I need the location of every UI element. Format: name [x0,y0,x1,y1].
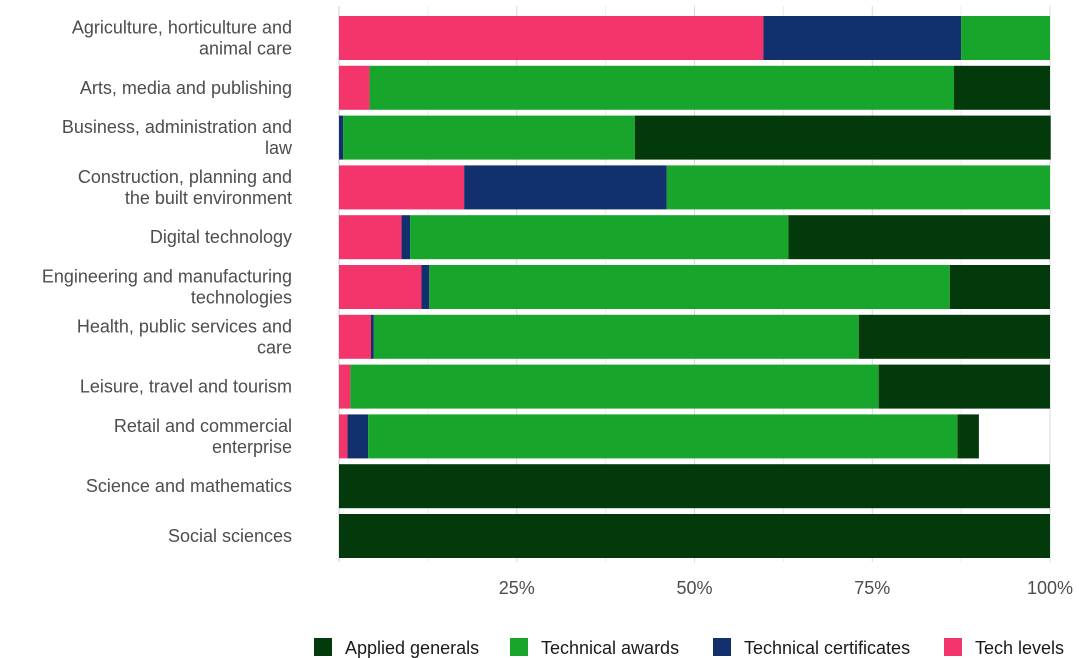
legend-swatch [510,638,528,656]
bar-segment-technical-awards [666,165,1050,210]
category-label: care [257,337,292,357]
bar-segment-applied-generals [949,265,1050,309]
bar-segment-technical-awards [373,314,859,359]
bar-segment-technical-awards [343,115,635,160]
bar-segment-technical-certificates [401,215,411,260]
category-label: Retail and commercial [114,416,292,436]
x-tick-label: 50% [676,578,712,598]
x-tick-label: 100% [1027,578,1073,598]
x-tick-label: 25% [499,578,535,598]
category-label: Digital technology [150,227,292,247]
bar-segment-technical-certificates [763,16,962,60]
bar-segment-technical-awards [429,265,950,309]
category-label: the built environment [125,188,292,208]
category-label: Science and mathematics [86,476,292,496]
category-label: animal care [199,39,292,59]
bar-segment-applied-generals [957,414,979,459]
bar-segment-applied-generals [954,65,1050,110]
bars [339,16,1051,558]
category-label: Health, public services and [77,316,292,336]
bar-segment-technical-certificates [347,414,369,459]
bar-segment-technical-certificates [370,314,374,359]
bar-segment-applied-generals [858,314,1050,359]
legend-label: Applied generals [345,638,479,658]
category-label: Agriculture, horticulture and [72,18,292,38]
category-label: Arts, media and publishing [80,78,292,98]
category-label: Business, administration and [62,117,292,137]
bar-segment-technical-certificates [464,165,667,210]
bar-segment-applied-generals [339,514,1050,558]
bar-segment-applied-generals [878,364,1050,409]
bar-segment-tech-levels [339,165,465,210]
x-tick-label: 75% [854,578,890,598]
legend-label: Technical awards [541,638,679,658]
bar-segment-technical-awards [410,215,789,260]
bar-segment-tech-levels [339,16,764,60]
x-axis-tick-labels: 25% 50% 75% 100% [499,578,1073,598]
bar-segment-tech-levels [339,364,351,409]
bar-segment-technical-certificates [421,265,430,309]
bar-segment-tech-levels [339,414,348,459]
bar-segment-technical-awards [961,16,1050,60]
legend-label: Technical certificates [744,638,910,658]
category-label: technologies [191,288,292,308]
category-label: Construction, planning and [78,167,292,187]
bar-segment-applied-generals [339,464,1050,509]
legend-swatch [944,638,962,656]
bar-segment-tech-levels [339,314,371,359]
bar-segment-applied-generals [788,215,1050,260]
category-label: Leisure, travel and tourism [80,377,292,397]
bar-segment-technical-certificates [339,115,344,160]
bar-segment-technical-awards [350,364,879,409]
bar-segment-tech-levels [339,65,370,110]
bar-segment-tech-levels [339,215,402,260]
bar-segment-tech-levels [339,265,422,309]
legend: Applied generals Technical awards Technica… [314,638,1064,658]
legend-swatch [314,638,332,656]
bar-segment-technical-awards [368,414,958,459]
bar-segment-applied-generals [634,115,1051,160]
legend-label: Tech levels [975,638,1064,658]
category-label: Social sciences [168,526,292,546]
bar-segment-technical-awards [369,65,955,110]
category-label: Engineering and manufacturing [42,267,292,287]
legend-swatch [713,638,731,656]
category-label: law [265,138,293,158]
category-label: enterprise [212,437,292,457]
